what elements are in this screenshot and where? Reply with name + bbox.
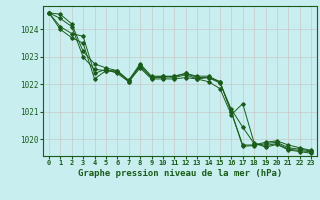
X-axis label: Graphe pression niveau de la mer (hPa): Graphe pression niveau de la mer (hPa): [78, 169, 282, 178]
